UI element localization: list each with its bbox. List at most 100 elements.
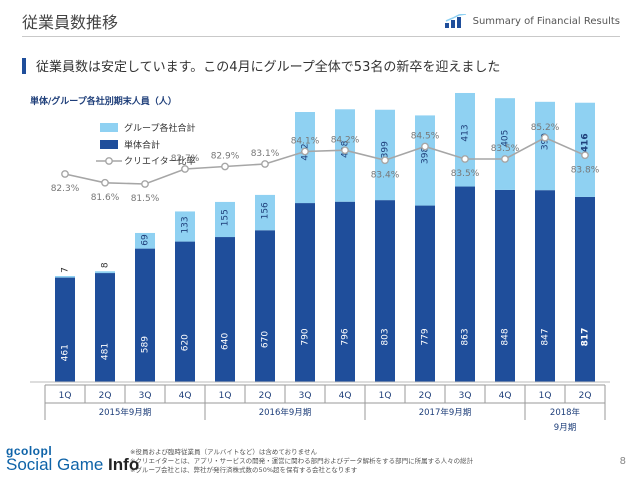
footnote-1: ※役員および臨時従業員（アルバイトなど）は含めておりません: [130, 448, 317, 456]
category-label-12: 1Q: [539, 391, 552, 401]
bar-group-7: [335, 109, 355, 202]
ratio-label-1: 81.6%: [91, 193, 120, 203]
ratio-label-11: 83.5%: [491, 144, 520, 154]
ratio-label-13: 83.8%: [571, 165, 600, 175]
label-single-12: 847: [541, 328, 551, 345]
bar-group-1: [95, 271, 115, 274]
ratio-line: [64, 136, 586, 185]
ratio-point-10: [461, 155, 469, 163]
bar-group-10: [455, 92, 475, 187]
ratio-point-13: [581, 151, 589, 160]
category-label-2: 3Q: [139, 391, 152, 401]
subtitle-marker: [22, 57, 26, 74]
ratio-point-12: [541, 133, 549, 142]
label-single-8: 803: [381, 328, 391, 345]
ratio-point-0: [61, 170, 69, 178]
bar-group-5: [255, 194, 275, 231]
bar-single-7: [335, 201, 355, 382]
label-single-2: 589: [141, 336, 151, 353]
ratio-label-2: 81.5%: [131, 194, 160, 204]
label-single-13: 817: [581, 328, 591, 347]
label-single-9: 779: [421, 328, 431, 345]
category-label-1: 2Q: [99, 391, 112, 401]
label-group-13: 416: [581, 133, 591, 152]
label-single-0: 461: [61, 344, 71, 361]
ratio-label-3: 82.7%: [171, 154, 200, 164]
label-single-3: 620: [181, 334, 191, 351]
page-number: 8: [619, 456, 626, 467]
label-group-2: 69: [141, 234, 151, 246]
ratio-point-5: [261, 160, 269, 168]
header-divider: [22, 36, 620, 37]
bar-group-4: [215, 201, 235, 238]
label-single-7: 796: [341, 328, 351, 345]
ratio-point-8: [381, 156, 389, 165]
legend-group-swatch: [100, 123, 118, 132]
bar-single-13: [575, 196, 595, 382]
label-group-5: 156: [261, 202, 271, 219]
bar-group-13: [575, 102, 595, 197]
label-single-10: 863: [461, 328, 471, 345]
bar-group-0: [55, 275, 75, 278]
bar-group-11: [495, 98, 515, 190]
chart-icon: [444, 14, 466, 28]
category-label-9: 2Q: [419, 391, 432, 401]
page-title: 従業員数推移: [22, 13, 119, 32]
bar-single-9: [415, 205, 435, 382]
subtitle-text: 従業員数は安定しています。この4月にグループ全体で53名の新卒を迎えました: [36, 60, 501, 75]
label-group-8: 399: [381, 141, 391, 158]
bar-single-10: [455, 186, 475, 382]
ratio-label-6: 84.1%: [291, 137, 320, 147]
bar-single-0: [55, 277, 75, 382]
legend-single-label: 単体合計: [124, 139, 160, 151]
ratio-label-12: 85.2%: [531, 123, 560, 133]
bar-group-6: [295, 112, 315, 204]
label-single-11: 848: [501, 328, 511, 345]
footnotes: ※役員および臨時従業員（アルバイトなど）は含めておりません ※クリエイターとは、…: [130, 448, 473, 475]
ratio-label-5: 83.1%: [251, 149, 280, 159]
bar-group-9: [415, 115, 435, 206]
bar-single-3: [175, 241, 195, 382]
ratio-label-9: 84.5%: [411, 132, 440, 142]
bar-single-8: [375, 200, 395, 382]
label-group-0: 7: [61, 267, 71, 273]
legend-ratio-label: クリエイター比率: [124, 155, 196, 167]
header-badge: Summary of Financial Results: [444, 14, 620, 28]
category-label-7: 4Q: [339, 391, 352, 401]
category-label-4: 1Q: [219, 391, 232, 401]
ratio-label-4: 82.9%: [211, 152, 240, 162]
label-group-9: 398: [421, 147, 431, 164]
category-label-8: 1Q: [379, 391, 392, 401]
period-label-1: 2016年9月期: [259, 407, 312, 418]
bar-single-11: [495, 189, 515, 382]
bar-single-4: [215, 237, 235, 382]
ratio-point-1: [101, 178, 109, 187]
footnote-2: ※クリエイターとは、アプリ・サービスの開発・運営に関わる部門およびデータ解析をす…: [130, 457, 474, 465]
ratio-point-7: [341, 146, 349, 155]
footnote-3: ※グループ会社とは、弊社が発行済株式数の50%超を保有する会社となります: [130, 466, 358, 474]
period-label-0: 2015年9月期: [99, 407, 152, 418]
label-group-4: 155: [221, 209, 231, 226]
label-group-3: 133: [181, 216, 191, 233]
label-single-5: 670: [261, 331, 271, 348]
watermark-top: gcolopl: [6, 444, 53, 458]
ratio-point-3: [181, 165, 189, 173]
category-label-0: 1Q: [59, 391, 72, 401]
period-label-3-0: 2018年: [550, 407, 581, 418]
bar-single-5: [255, 230, 275, 382]
subtitle: 従業員数は安定しています。この4月にグループ全体で53名の新卒を迎えました: [22, 56, 500, 75]
chart-title: 単体/グループ各社別期末人員（人）: [30, 97, 177, 107]
bar-single-6: [295, 203, 315, 382]
bar-group-2: [135, 232, 155, 249]
legend-group-label: グループ各社合計: [124, 122, 195, 134]
ratio-point-9: [421, 142, 429, 151]
label-group-11: 405: [501, 130, 511, 147]
bar-single-2: [135, 248, 155, 382]
label-group-1: 8: [101, 262, 111, 268]
bar-group-12: [535, 101, 555, 191]
watermark-bottom-b: Info: [108, 455, 140, 474]
category-label-10: 3Q: [459, 391, 472, 401]
ratio-point-4: [221, 162, 229, 171]
legend-ratio-marker: [105, 157, 113, 165]
